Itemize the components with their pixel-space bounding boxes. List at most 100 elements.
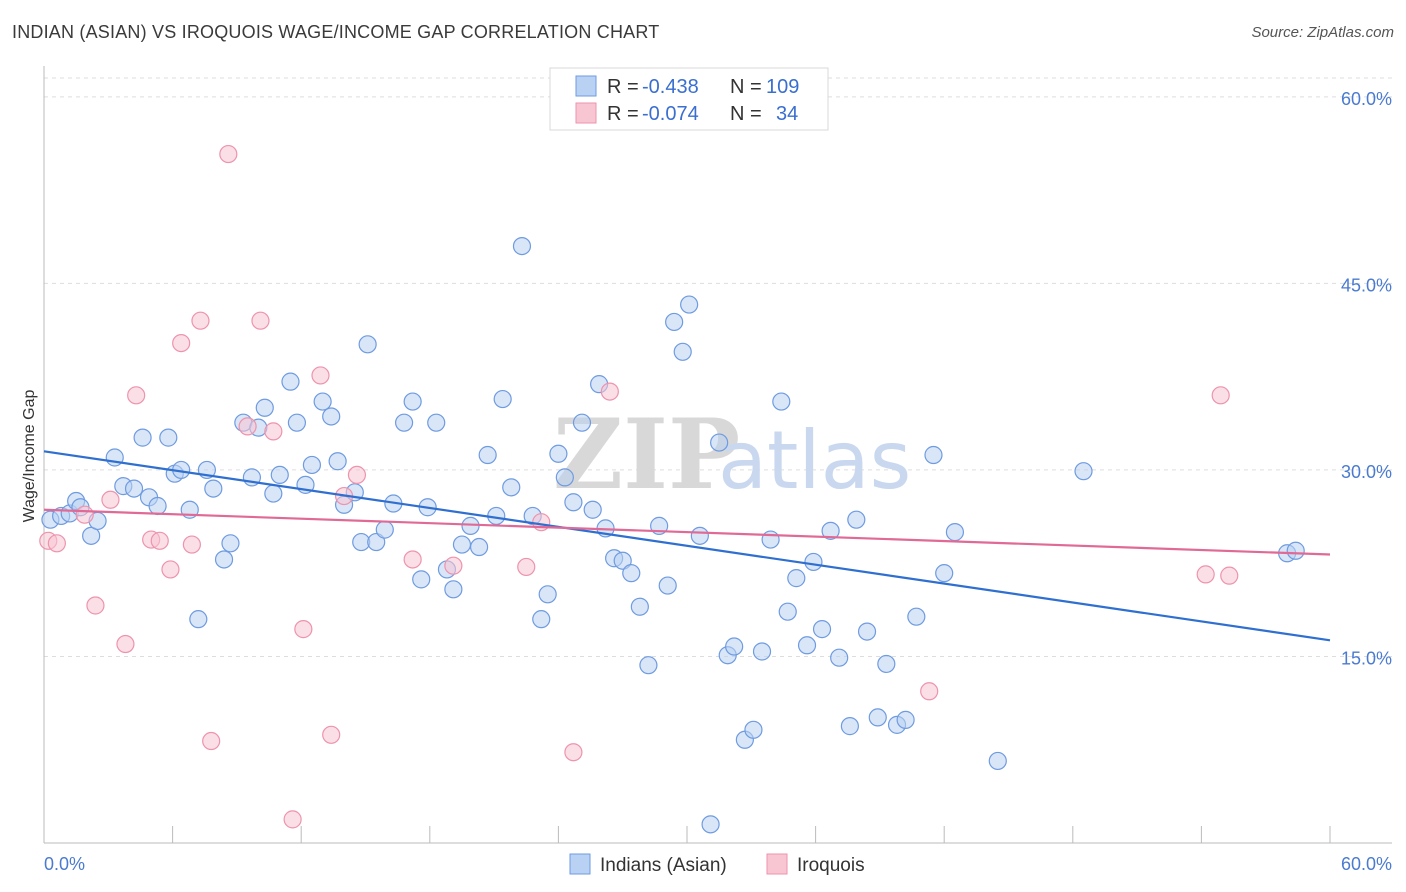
point-iroquois-3 <box>86 596 105 615</box>
point-indians-108 <box>1286 541 1305 560</box>
point-indians-60 <box>549 444 568 463</box>
y-axis-label: Wage/Income Gap <box>21 390 38 523</box>
point-indians-73 <box>658 576 677 595</box>
point-iroquois-6 <box>127 386 146 405</box>
legend-r-label-2: R = <box>607 103 639 125</box>
point-indians-29 <box>287 413 307 432</box>
trendline-iroquois <box>43 508 1331 556</box>
point-indians-105 <box>988 751 1007 771</box>
point-indians-55 <box>502 478 521 497</box>
point-indians-19 <box>204 479 223 498</box>
point-indians-49 <box>452 535 472 554</box>
point-iroquois-18 <box>283 810 302 829</box>
chart-title: INDIAN (ASIAN) VS IROQUOIS WAGE/INCOME G… <box>12 22 660 42</box>
point-indians-93 <box>830 648 849 667</box>
point-iroquois-8 <box>150 531 169 550</box>
point-indians-70 <box>630 597 649 616</box>
point-iroquois-29 <box>600 382 619 401</box>
point-iroquois-2 <box>75 505 94 524</box>
point-indians-10 <box>133 428 152 447</box>
point-indians-34 <box>328 452 347 471</box>
point-indians-86 <box>772 392 791 411</box>
x-tick-label-0: 0.0% <box>44 854 85 874</box>
point-indians-44 <box>412 570 431 589</box>
point-indians-62 <box>564 493 583 512</box>
point-indians-104 <box>945 523 965 542</box>
point-indians-54 <box>493 389 512 409</box>
point-iroquois-12 <box>191 311 210 330</box>
y-tick-label-1: 30.0% <box>1341 462 1392 482</box>
point-indians-78 <box>701 815 720 834</box>
point-iroquois-32 <box>1211 386 1230 405</box>
watermark: ZIP atlas <box>553 398 911 511</box>
axes <box>43 66 1392 844</box>
source-credit: Source: ZipAtlas.com <box>1251 24 1394 41</box>
point-indians-63 <box>572 413 592 432</box>
point-iroquois-14 <box>219 144 238 164</box>
y-tick-label-2: 45.0% <box>1341 275 1392 295</box>
point-iroquois-28 <box>564 743 583 762</box>
point-indians-21 <box>221 534 240 553</box>
x-tick-label-1: 60.0% <box>1341 854 1392 874</box>
legend-swatch-indians <box>575 75 597 97</box>
point-iroquois-10 <box>172 333 191 353</box>
point-indians-13 <box>159 428 178 447</box>
point-indians-48 <box>444 580 463 599</box>
correlation-legend: R = -0.438 N = 109 R = -0.074 N = 34 <box>549 67 829 131</box>
point-indians-28 <box>281 372 300 391</box>
point-iroquois-23 <box>347 465 367 485</box>
point-indians-40 <box>375 520 394 539</box>
point-indians-26 <box>264 484 283 503</box>
x-tick-labels: 0.0% 60.0% <box>44 854 1392 874</box>
point-indians-94 <box>840 717 859 736</box>
legend-n-value-2: 34 <box>776 103 798 125</box>
point-iroquois-33 <box>1220 566 1239 585</box>
trend-lines <box>43 450 1331 642</box>
point-indians-88 <box>787 569 806 588</box>
point-iroquois-13 <box>202 731 221 751</box>
point-indians-38 <box>358 335 377 354</box>
point-iroquois-1 <box>47 534 66 553</box>
point-indians-61 <box>555 468 574 487</box>
point-indians-96 <box>857 622 877 641</box>
point-iroquois-26 <box>517 557 536 577</box>
point-indians-85 <box>761 530 780 549</box>
point-iroquois-21 <box>322 725 341 744</box>
point-indians-98 <box>877 654 896 674</box>
series-indians-points <box>41 236 1305 834</box>
point-indians-50 <box>461 516 480 535</box>
point-indians-103 <box>935 564 954 583</box>
point-iroquois-30 <box>920 682 939 701</box>
legend-r-value-1: -0.438 <box>642 76 699 98</box>
point-indians-75 <box>673 342 692 361</box>
point-indians-52 <box>478 445 497 465</box>
point-indians-76 <box>680 295 699 314</box>
bottom-legend-swatch-iroquois <box>766 853 788 875</box>
point-indians-100 <box>896 710 915 729</box>
watermark-atlas: atlas <box>718 414 911 507</box>
y-tick-label-0: 15.0% <box>1341 648 1392 668</box>
point-iroquois-9 <box>161 560 180 579</box>
legend-n-value-1: 109 <box>766 76 799 98</box>
grid-lines <box>44 77 1392 657</box>
point-iroquois-16 <box>251 311 270 330</box>
point-indians-59 <box>538 585 557 604</box>
point-indians-83 <box>744 720 763 739</box>
point-indians-46 <box>427 413 446 432</box>
point-indians-74 <box>665 312 684 332</box>
legend-swatch-iroquois <box>575 102 597 124</box>
bottom-legend-indians: Indians (Asian) <box>600 855 727 876</box>
point-indians-77 <box>690 526 709 545</box>
legend-n-label-1: N = <box>730 76 762 98</box>
trendline-indians <box>43 450 1331 642</box>
point-indians-101 <box>907 607 926 626</box>
point-iroquois-31 <box>1196 565 1215 584</box>
point-indians-90 <box>804 552 823 572</box>
point-indians-58 <box>532 610 551 629</box>
point-indians-69 <box>622 564 641 583</box>
point-indians-56 <box>512 236 532 256</box>
point-indians-27 <box>270 465 289 485</box>
point-iroquois-11 <box>182 535 201 554</box>
point-indians-32 <box>313 392 332 411</box>
